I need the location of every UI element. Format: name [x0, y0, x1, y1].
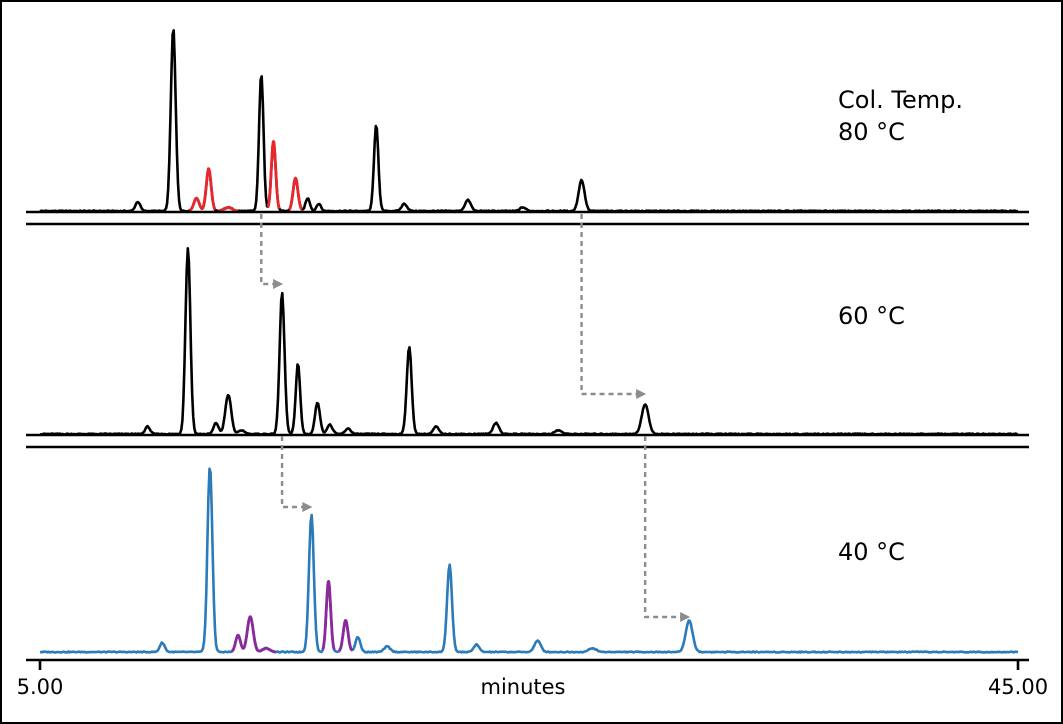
panel-label-top-line2: 80 °C: [838, 118, 905, 146]
highlight-peak-top-6: [266, 140, 281, 210]
x-tick-label-start: 5.00: [17, 675, 64, 699]
highlight-peak-bottom-6: [321, 579, 336, 651]
highlight-peak-bottom-3: [241, 615, 259, 652]
trace-bottom: [39, 467, 1019, 654]
x-axis-label: minutes: [480, 675, 565, 699]
shift-arrow-line-3: [643, 436, 682, 619]
highlight-peak-top-3: [201, 167, 217, 211]
panel-label-bottom: 40 °C: [838, 538, 905, 566]
x-axis: [26, 658, 1029, 670]
shift-arrow-head-0: [273, 279, 284, 289]
shift-arrow-line-2: [280, 436, 304, 509]
x-tick-label-end: 45.00: [988, 675, 1048, 699]
panel-separators: [26, 210, 1029, 449]
highlight-peak-top-7: [288, 176, 303, 211]
highlight-peak-bottom-2: [230, 633, 246, 653]
shift-arrow-head-3: [680, 612, 691, 622]
highlight-peak-top-4: [217, 205, 239, 213]
shift-arrow-head-2: [302, 502, 313, 512]
panel-label-middle: 60 °C: [838, 302, 905, 330]
retention-shift-arrows: [260, 214, 691, 622]
highlight-peak-top-2: [188, 196, 205, 212]
highlight-peak-bottom-4: [255, 646, 277, 654]
highlight-peak-bottom-7: [338, 619, 354, 653]
shift-arrow-line-1: [580, 214, 638, 396]
panel-label-top-line1: Col. Temp.: [838, 86, 963, 114]
trace-middle: [39, 247, 1019, 436]
shift-arrow-head-1: [636, 389, 647, 399]
